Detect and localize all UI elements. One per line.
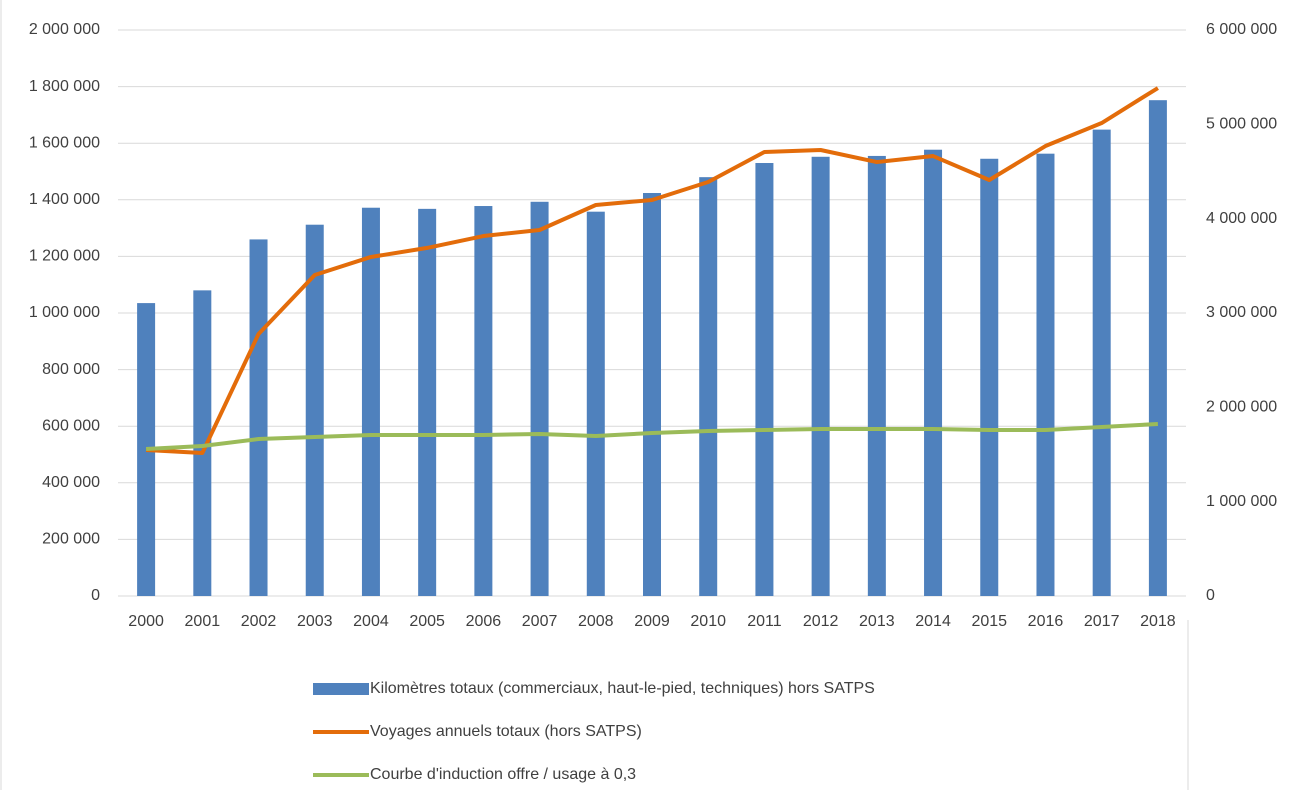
x-tick-label: 2005 — [409, 613, 445, 630]
x-tick-label: 2009 — [634, 613, 670, 630]
x-tick-label: 2016 — [1028, 613, 1064, 630]
x-tick-label: 2015 — [971, 613, 1007, 630]
y-tick-label: 1 600 000 — [29, 134, 100, 151]
x-tick-label: 2008 — [578, 613, 614, 630]
bar — [643, 193, 661, 596]
x-tick-label: 2013 — [859, 613, 895, 630]
x-tick-label: 2012 — [803, 613, 839, 630]
line-series — [145, 422, 1158, 452]
bar — [1092, 129, 1111, 596]
y-tick-label: 600 000 — [42, 417, 100, 434]
bar — [305, 224, 324, 597]
legend-label: Kilomètres totaux (commerciaux, haut-le-… — [370, 680, 875, 697]
y-tick-label: 0 — [91, 587, 100, 604]
bar — [1036, 153, 1055, 596]
x-tick-label: 2001 — [185, 613, 221, 630]
y-tick-label: 400 000 — [42, 474, 100, 491]
bar — [867, 155, 886, 596]
line-series — [145, 86, 1159, 455]
bar — [811, 156, 830, 596]
legend-swatch — [313, 683, 369, 695]
y2-tick-label: 5 000 000 — [1206, 116, 1277, 133]
y2-tick-label: 2 000 000 — [1206, 399, 1277, 416]
bar — [924, 149, 943, 597]
y2-tick-label: 1 000 000 — [1206, 493, 1277, 510]
legend-label: Voyages annuels totaux (hors SATPS) — [370, 723, 642, 740]
x-tick-label: 2000 — [128, 613, 164, 630]
y2-tick-label: 4 000 000 — [1206, 210, 1277, 227]
bar — [586, 211, 605, 596]
y-tick-label: 800 000 — [42, 361, 100, 378]
x-tick-label: 2002 — [241, 613, 277, 630]
x-tick-label: 2004 — [353, 613, 389, 630]
x-tick-label: 2007 — [522, 613, 558, 630]
x-tick-label: 2003 — [297, 613, 333, 630]
bar — [418, 208, 437, 596]
x-tick-label: 2011 — [747, 613, 782, 630]
y2-tick-label: 6 000 000 — [1206, 21, 1277, 38]
bar — [474, 206, 493, 596]
y-tick-label: 1 200 000 — [29, 248, 100, 265]
y-tick-label: 2 000 000 — [29, 21, 100, 38]
x-tick-label: 2014 — [915, 613, 951, 630]
bar — [755, 163, 774, 596]
bar — [699, 177, 718, 596]
y-tick-label: 1 400 000 — [29, 191, 100, 208]
bar — [361, 207, 380, 596]
bar — [530, 201, 549, 596]
x-tick-label: 2010 — [690, 613, 726, 630]
x-tick-label: 2017 — [1084, 613, 1120, 630]
bar — [193, 290, 212, 596]
y-tick-label: 1 000 000 — [29, 304, 100, 321]
y-tick-label: 1 800 000 — [29, 78, 100, 95]
bar — [1148, 100, 1167, 597]
y2-tick-label: 0 — [1206, 587, 1215, 604]
legend-label: Courbe d'induction offre / usage à 0,3 — [370, 766, 636, 783]
y-tick-label: 200 000 — [42, 531, 100, 548]
x-tick-label: 2018 — [1140, 613, 1176, 630]
bar — [980, 158, 999, 596]
bar — [137, 303, 156, 596]
x-tick-label: 2006 — [466, 613, 502, 630]
bar — [249, 239, 268, 597]
y2-tick-label: 3 000 000 — [1206, 304, 1277, 321]
